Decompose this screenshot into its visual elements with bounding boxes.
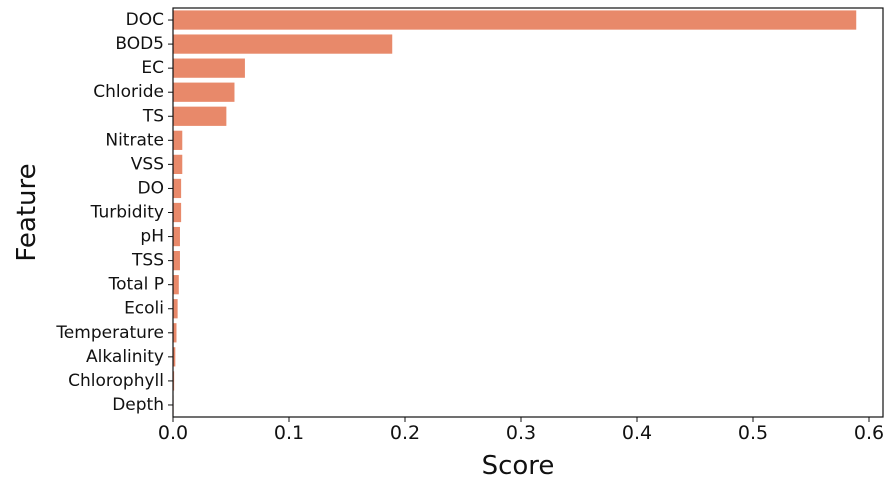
bar-total-p: [173, 275, 179, 295]
y-tick-label: VSS: [131, 154, 164, 174]
bar-nitrate: [173, 130, 183, 150]
y-tick-label: Ecoli: [124, 299, 164, 319]
y-tick-label: Chloride: [93, 82, 164, 102]
y-tick-label: TS: [142, 106, 164, 126]
y-tick-label: Turbidity: [90, 203, 164, 223]
x-tick-label: 0.5: [738, 422, 768, 444]
bar-ph: [173, 226, 180, 247]
bar-tss: [173, 250, 180, 271]
bar-bod5: [173, 34, 393, 54]
plot-frame: [172, 7, 884, 418]
axes-layer: [172, 7, 884, 418]
bar-doc: [173, 10, 857, 30]
x-tick-label: 0.6: [854, 422, 884, 444]
bar-alkalinity: [173, 347, 176, 367]
y-axis-title: Feature: [12, 163, 42, 261]
bar-do: [173, 178, 182, 199]
y-tick-label: Chlorophyll: [68, 371, 164, 391]
y-tick-label: Alkalinity: [86, 347, 164, 367]
x-ticks-layer: 0.0 0.1 0.2 0.3 0.4 0.5 0.6: [158, 417, 884, 444]
x-tick-label: 0.3: [506, 422, 536, 444]
y-ticks-layer: DOC BOD5 EC Chloride TS Nitrate VSS DO Turbidity…: [55, 10, 173, 415]
y-tick-label: pH: [140, 227, 164, 247]
x-tick-label: 0.1: [274, 422, 304, 444]
y-tick-label: TSS: [131, 251, 164, 271]
bar-ecoli: [173, 299, 178, 319]
bar-ts: [173, 106, 227, 126]
y-tick-label: Temperature: [55, 323, 164, 343]
x-tick-label: 0.2: [390, 422, 420, 444]
x-tick-label: 0.4: [622, 422, 652, 444]
bars-layer: [173, 10, 857, 415]
bar-temperature: [173, 323, 177, 343]
y-tick-label: BOD5: [115, 34, 164, 54]
y-tick-label: EC: [141, 58, 164, 78]
bar-ec: [173, 58, 245, 78]
y-tick-label: Depth: [112, 395, 164, 415]
x-axis-title: Score: [482, 451, 555, 477]
y-tick-label: Nitrate: [105, 130, 164, 150]
y-tick-label: DOC: [126, 10, 164, 30]
x-tick-label: 0.0: [158, 422, 188, 444]
y-tick-label: Total P: [108, 275, 164, 295]
bar-chloride: [173, 82, 235, 102]
bar-turbidity: [173, 202, 182, 223]
y-tick-label: DO: [138, 178, 164, 198]
bar-vss: [173, 154, 183, 175]
